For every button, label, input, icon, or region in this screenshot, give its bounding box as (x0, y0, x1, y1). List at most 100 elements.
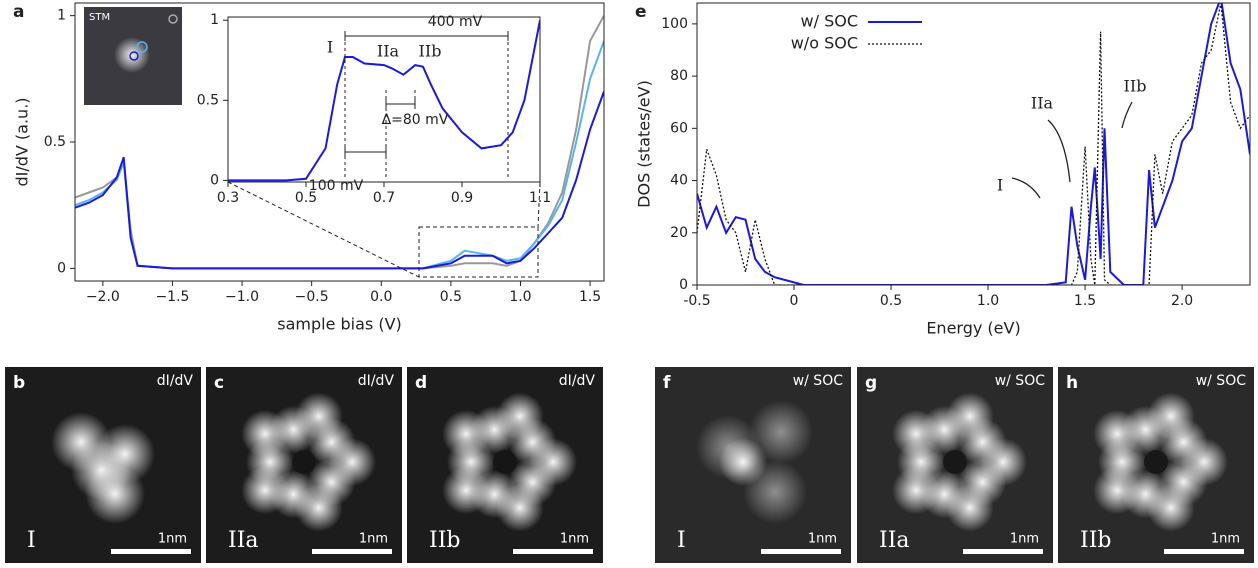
stm-blob (114, 37, 150, 73)
panel-label: a (13, 2, 24, 22)
x-tick-label: 0.5 (295, 190, 317, 206)
x-tick-label: 0.9 (451, 190, 473, 206)
series-line (228, 20, 540, 182)
annotation: I (327, 38, 333, 57)
y-tick-label: 0 (679, 277, 688, 293)
x-tick-label: −0.5 (295, 289, 329, 305)
legend-label: w/o SOC (791, 34, 858, 53)
hole (292, 450, 316, 474)
blob (307, 418, 356, 467)
scale-bar (111, 549, 191, 554)
x-tick-label: 0 (790, 293, 799, 309)
scale-bar (1164, 549, 1244, 554)
axes-frame (227, 16, 541, 183)
scale-label: 1nm (359, 532, 388, 547)
x-axis-label: sample bias (V) (277, 315, 402, 334)
arrow (1121, 101, 1133, 129)
panel-label: d (415, 373, 427, 393)
x-tick-label: 0.0 (370, 289, 392, 305)
stm-marker (168, 14, 178, 24)
y-tick-label: 60 (670, 120, 688, 136)
image-corner: w/ SOC (1196, 373, 1247, 389)
y-axis-label: dI/dV (a.u.) (13, 97, 32, 186)
x-tick-label: 0.5 (440, 289, 462, 305)
blob (958, 418, 1007, 467)
y-tick-label: 40 (670, 173, 688, 189)
hole (493, 450, 517, 474)
blob (749, 400, 813, 464)
scale-bar (312, 549, 392, 554)
legend-label: w/ SOC (801, 12, 858, 31)
x-tick-label: 1.0 (977, 293, 999, 309)
state-label: IIb (429, 528, 460, 553)
y-tick-label: 0 (210, 172, 219, 188)
axes-frame (696, 2, 1251, 286)
annotation: IIa (377, 42, 400, 61)
state-label: IIb (1080, 528, 1111, 553)
scale-label: 1nm (1010, 532, 1039, 547)
panel-label: g (865, 373, 877, 393)
x-tick-label: 1.0 (509, 289, 531, 305)
y-tick-label: 1 (210, 12, 219, 28)
y-tick-label: 100 (661, 16, 688, 32)
panel-label: h (1066, 373, 1078, 393)
x-tick-label: 0.5 (880, 293, 902, 309)
state-label: IIa (879, 528, 910, 553)
panel-label: f (663, 373, 671, 393)
x-tick-label: −1.5 (155, 289, 189, 305)
x-tick-label: −2.0 (86, 289, 120, 305)
scale-label: 1nm (808, 532, 837, 547)
stm-marker (136, 41, 148, 53)
hole (1144, 450, 1168, 474)
annotation: IIb (1124, 77, 1147, 96)
scale-label: 1nm (158, 532, 187, 547)
image-corner: dI/dV (157, 373, 194, 389)
hole (943, 450, 967, 474)
arrow (1047, 119, 1071, 183)
series-line (75, 40, 604, 270)
annotation: IIb (419, 42, 442, 61)
image-label: STM (89, 12, 110, 23)
annotation: I (997, 176, 1003, 195)
scale-bar (761, 549, 841, 554)
panel-label: e (635, 2, 647, 22)
inset-bg (228, 17, 540, 182)
x-tick-label: -0.5 (683, 293, 710, 309)
y-axis-label: DOS (states/eV) (635, 80, 654, 208)
x-axis-label: Energy (eV) (926, 319, 1020, 338)
annotation: Δ=80 mV (382, 112, 449, 128)
state-label: IIa (228, 528, 259, 553)
state-label: I (27, 528, 36, 553)
stm-marker (129, 51, 139, 61)
annotation: 100 mV (309, 178, 364, 194)
state-label: I (677, 528, 686, 553)
image-corner: w/ SOC (793, 373, 844, 389)
series-line (697, 3, 1250, 285)
zoom-line (227, 181, 420, 278)
x-tick-label: −1.0 (225, 289, 259, 305)
y-tick-label: 0 (57, 260, 66, 276)
panel-label: b (13, 373, 25, 393)
y-tick-label: 20 (670, 225, 688, 241)
y-tick-label: 80 (670, 68, 688, 84)
series-line (75, 91, 604, 270)
zoom-line (537, 181, 541, 228)
panel-label: c (214, 373, 224, 393)
image-corner: w/ SOC (995, 373, 1046, 389)
scale-label: 1nm (560, 532, 589, 547)
scale-bar (963, 549, 1043, 554)
x-tick-label: 0.7 (373, 190, 395, 206)
x-tick-label: 1.1 (529, 190, 551, 206)
image-corner: dI/dV (358, 373, 395, 389)
scale-label: 1nm (1211, 532, 1240, 547)
image-corner: dI/dV (559, 373, 596, 389)
series-line (697, 3, 1250, 285)
scale-bar (513, 549, 593, 554)
annotation: IIa (1031, 94, 1054, 113)
blob (508, 418, 557, 467)
y-tick-label: 1 (57, 8, 66, 24)
blob (1159, 418, 1208, 467)
x-tick-label: 0.3 (217, 190, 239, 206)
axes-frame (74, 2, 605, 282)
